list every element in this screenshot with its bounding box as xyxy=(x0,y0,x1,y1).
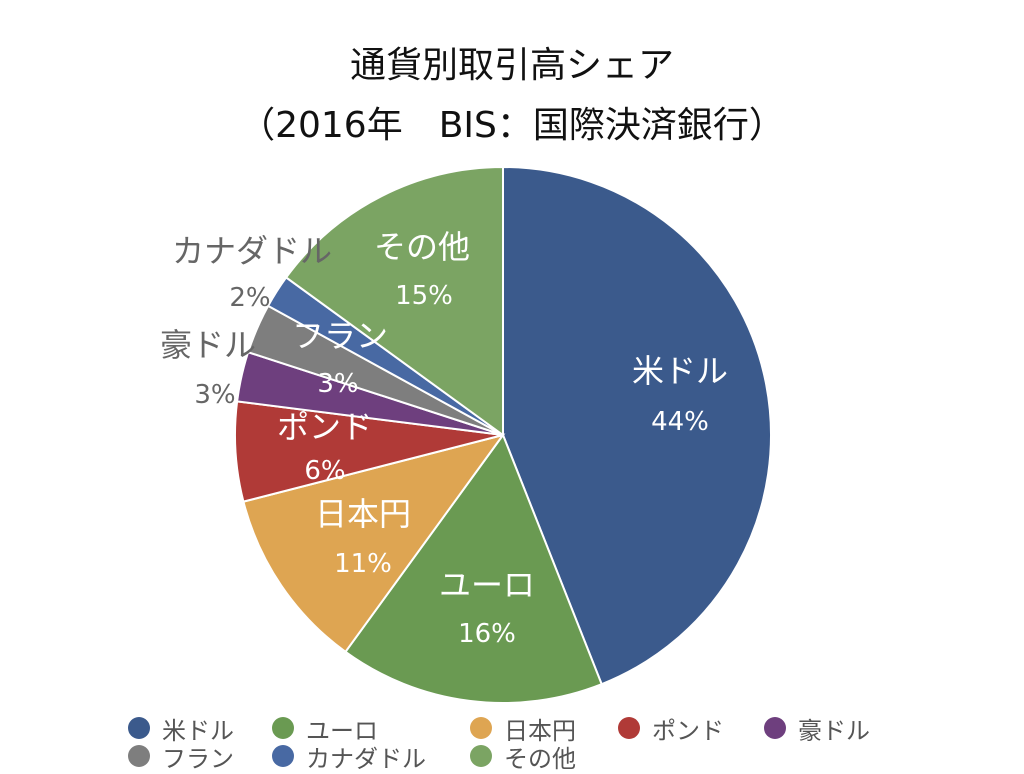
legend-swatch xyxy=(128,717,150,739)
slice-label-0: 米ドル xyxy=(632,352,728,390)
legend-item-0: 米ドル xyxy=(128,714,234,745)
legend-label: 日本円 xyxy=(504,716,576,745)
legend-swatch xyxy=(470,745,492,767)
pie-slice-7 xyxy=(284,165,504,437)
slice-percent-2: 11% xyxy=(334,549,392,579)
slice-percent-1: 16% xyxy=(458,619,516,649)
slice-label-4: 豪ドル xyxy=(160,326,256,364)
legend-item-1: ユーロ xyxy=(272,714,378,745)
legend-label: ポンド xyxy=(652,716,724,745)
slice-percent-7: 15% xyxy=(395,281,453,311)
slice-label-1: ユーロ xyxy=(439,566,535,604)
legend-swatch xyxy=(272,745,294,767)
pie-slice-1 xyxy=(344,432,603,704)
legend-swatch xyxy=(272,717,294,739)
legend-label: 米ドル xyxy=(162,716,234,745)
legend-label: フラン xyxy=(162,744,234,773)
slice-percent-0: 44% xyxy=(651,407,709,437)
legend-swatch xyxy=(764,717,786,739)
legend-swatch xyxy=(128,745,150,767)
slice-label-7: その他 xyxy=(374,228,470,266)
pie-chart: 米ドル 44% ユーロ 16% 日本円 11% ポンド 6% 豪ドル 3% フラン 3% カナダドル 2%… xyxy=(160,165,772,704)
legend-item-5: フラン xyxy=(128,742,234,773)
legend: 米ドル ユーロ 日本円 ポンド 豪ドルフラン カナダドル その他 xyxy=(0,712,1024,773)
slice-label-3: ポンド xyxy=(277,408,373,446)
legend-label: カナダドル xyxy=(306,744,426,773)
legend-item-2: 日本円 xyxy=(470,714,576,745)
pie-slice-2 xyxy=(242,433,506,654)
slice-percent-4: 3% xyxy=(194,380,235,410)
legend-label: ユーロ xyxy=(306,716,378,745)
legend-item-6: カナダドル xyxy=(272,742,426,773)
chart-subtitle: （2016年 BIS：国際決済銀行） xyxy=(239,105,785,146)
legend-swatch xyxy=(618,717,640,739)
slice-percent-6: 2% xyxy=(229,283,270,313)
legend-item-7: その他 xyxy=(470,742,576,773)
legend-swatch xyxy=(470,717,492,739)
legend-label: その他 xyxy=(504,744,576,773)
chart-title: 通貨別取引高シェア xyxy=(349,45,674,86)
legend-item-4: 豪ドル xyxy=(764,714,870,745)
legend-item-3: ポンド xyxy=(618,714,724,745)
slice-percent-5: 3% xyxy=(317,369,358,399)
legend-label: 豪ドル xyxy=(798,716,870,745)
pie-slice-0 xyxy=(502,165,772,686)
slice-label-6: カナダドル xyxy=(172,232,332,270)
slice-label-5: フラン xyxy=(292,317,388,355)
slice-label-2: 日本円 xyxy=(315,495,411,533)
slice-percent-3: 6% xyxy=(304,456,345,486)
